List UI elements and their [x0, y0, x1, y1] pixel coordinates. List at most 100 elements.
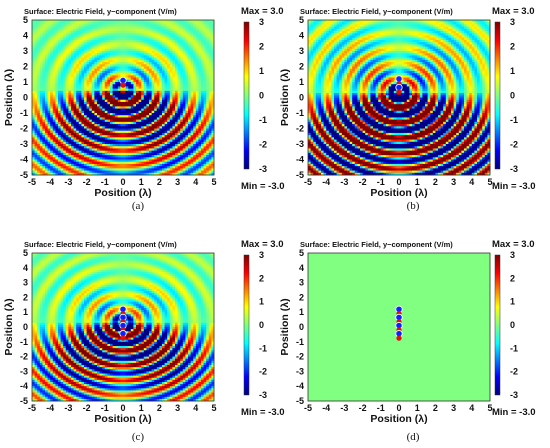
plot-frame	[31, 252, 215, 402]
x-tick-label: -5	[28, 403, 36, 413]
colorbar-tick-label: -3	[510, 390, 518, 400]
x-tick-label: 5	[487, 403, 492, 413]
colorbar-tick-label: -1	[510, 115, 518, 125]
x-tick-label: 2	[157, 177, 162, 187]
x-tick-label: -1	[377, 403, 385, 413]
colorbar-tick-label: -2	[510, 367, 518, 377]
y-tick-label: -1	[20, 337, 28, 347]
colorbar-min-label: Min = -3.0	[492, 181, 536, 192]
y-tick-label: 1	[299, 77, 304, 87]
colorbar-max-label: Max = 3.0	[492, 239, 535, 250]
x-tick-label: 1	[415, 177, 420, 187]
x-tick-label: 3	[175, 177, 180, 187]
x-tick-label: 3	[451, 177, 456, 187]
plot-title: Surface: Electric Field, y−component (V/…	[300, 7, 453, 16]
x-tick-label: -3	[64, 177, 72, 187]
colorbar-tick-label: 1	[259, 297, 264, 307]
colorbar-tick-label: -3	[259, 390, 267, 400]
colorbar-tick-label: 2	[510, 273, 515, 283]
plot-title: Surface: Electric Field, y−component (V/…	[300, 240, 453, 249]
y-tick-label: 0	[299, 93, 304, 103]
y-tick-label: -3	[20, 139, 28, 149]
colorbar-max-label: Max = 3.0	[241, 239, 284, 250]
x-tick-label: 1	[415, 403, 420, 413]
x-tick-label: -1	[101, 177, 109, 187]
dipole-source	[396, 335, 402, 341]
panel-4: Surface: Electric Field, y−component (V/…	[279, 239, 536, 443]
colorbar-tick-label: 1	[259, 66, 264, 76]
x-tick-label: 0	[396, 177, 401, 187]
y-tick-label: -2	[296, 124, 304, 134]
x-tick-label: -4	[322, 177, 330, 187]
colorbar-tick-label: 3	[259, 17, 264, 27]
colorbar-tick-label: -1	[259, 115, 267, 125]
panel-caption: (a)	[132, 200, 145, 212]
y-tick-label: -4	[296, 155, 304, 165]
plot-title: Surface: Electric Field, y−component (V/…	[24, 7, 177, 16]
colorbar-tick-label: -1	[259, 343, 267, 353]
colorbar-tick-label: 0	[510, 91, 515, 101]
panel-caption: (d)	[407, 431, 420, 443]
colorbar-tick-label: 3	[510, 17, 515, 27]
y-tick-label: 4	[23, 263, 28, 273]
x-tick-label: 0	[120, 403, 125, 413]
x-tick-label: 1	[139, 177, 144, 187]
colorbar-min-label: Min = -3.0	[241, 407, 285, 418]
y-tick-label: 0	[23, 322, 28, 332]
colorbar	[243, 254, 250, 396]
x-tick-label: 0	[396, 403, 401, 413]
y-tick-label: 4	[23, 31, 28, 41]
y-tick-label: -1	[296, 108, 304, 118]
y-tick-label: 0	[299, 322, 304, 332]
y-tick-label: 3	[299, 278, 304, 288]
x-tick-label: 5	[211, 403, 216, 413]
colorbar-tick-label: 2	[259, 273, 264, 283]
colorbar-tick-label: -2	[510, 140, 518, 150]
dipole-source	[396, 89, 402, 95]
colorbar	[243, 21, 250, 170]
plot-frame	[31, 19, 215, 176]
x-tick-label: 5	[211, 177, 216, 187]
y-tick-label: -4	[296, 381, 304, 391]
y-tick-label: -3	[296, 366, 304, 376]
y-tick-label: -1	[296, 337, 304, 347]
y-tick-label: 1	[23, 307, 28, 317]
y-tick-label: -5	[20, 170, 28, 180]
y-tick-label: -5	[296, 396, 304, 406]
y-tick-label: 5	[23, 15, 28, 25]
y-tick-label: 4	[299, 263, 304, 273]
colorbar-max-label: Max = 3.0	[241, 6, 284, 17]
x-tick-label: -5	[304, 177, 312, 187]
colorbar-tick-label: -2	[259, 140, 267, 150]
x-tick-label: 4	[193, 177, 198, 187]
field-heatmap	[32, 20, 215, 176]
x-tick-label: 1	[139, 403, 144, 413]
y-tick-label: -3	[20, 366, 28, 376]
x-axis-label: Position (λ)	[370, 187, 427, 199]
colorbar-min-label: Min = -3.0	[241, 181, 285, 192]
y-tick-label: 2	[23, 292, 28, 302]
y-tick-label: -3	[296, 139, 304, 149]
x-tick-label: 3	[451, 403, 456, 413]
panel-1: Surface: Electric Field, y−component (V/…	[3, 6, 285, 212]
y-tick-label: 5	[23, 248, 28, 258]
y-tick-label: -5	[296, 170, 304, 180]
y-tick-label: 4	[299, 31, 304, 41]
colorbar-tick-label: 0	[259, 320, 264, 330]
x-tick-label: -2	[83, 177, 91, 187]
y-tick-label: -5	[20, 396, 28, 406]
y-axis-label: Position (λ)	[279, 69, 291, 126]
x-tick-label: 4	[193, 403, 198, 413]
field-heatmap	[32, 253, 215, 402]
y-tick-label: -4	[20, 155, 28, 165]
x-tick-label: -4	[322, 403, 330, 413]
y-tick-label: -2	[20, 352, 28, 362]
x-tick-label: 2	[433, 403, 438, 413]
x-axis-label: Position (λ)	[370, 413, 427, 425]
panel-2: Surface: Electric Field, y−component (V/…	[279, 6, 536, 212]
x-tick-label: 3	[175, 403, 180, 413]
colorbar	[494, 21, 501, 170]
y-tick-label: -2	[296, 352, 304, 362]
y-tick-label: 0	[23, 93, 28, 103]
y-axis-label: Position (λ)	[3, 69, 15, 126]
